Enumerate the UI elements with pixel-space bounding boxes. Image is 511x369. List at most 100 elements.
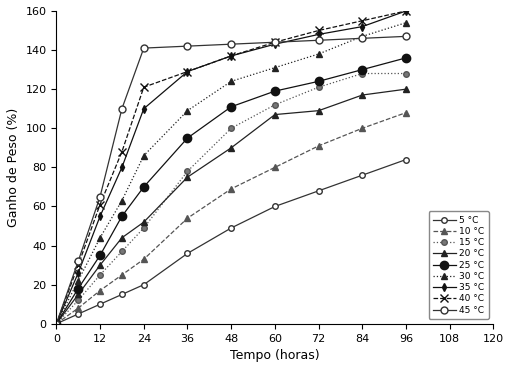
30 °C bbox=[97, 235, 103, 240]
Y-axis label: Ganho de Peso (%): Ganho de Peso (%) bbox=[7, 108, 20, 227]
5 °C bbox=[228, 226, 234, 230]
15 °C bbox=[316, 85, 322, 89]
20 °C bbox=[97, 263, 103, 267]
10 °C bbox=[119, 273, 125, 277]
Line: 30 °C: 30 °C bbox=[53, 19, 409, 327]
45 °C bbox=[359, 36, 365, 41]
40 °C bbox=[272, 40, 278, 44]
35 °C bbox=[97, 214, 103, 218]
10 °C bbox=[316, 144, 322, 148]
15 °C bbox=[119, 249, 125, 254]
45 °C bbox=[184, 44, 191, 48]
35 °C bbox=[403, 9, 409, 13]
Legend: 5 °C, 10 °C, 15 °C, 20 °C, 25 °C, 30 °C, 35 °C, 40 °C, 45 °C: 5 °C, 10 °C, 15 °C, 20 °C, 25 °C, 30 °C,… bbox=[429, 211, 489, 319]
10 °C bbox=[53, 321, 59, 326]
25 °C bbox=[316, 79, 322, 83]
15 °C bbox=[141, 226, 147, 230]
Line: 40 °C: 40 °C bbox=[52, 7, 410, 328]
40 °C bbox=[316, 28, 322, 33]
25 °C bbox=[359, 68, 365, 72]
40 °C bbox=[228, 54, 234, 58]
20 °C bbox=[272, 112, 278, 117]
30 °C bbox=[403, 20, 409, 25]
Line: 35 °C: 35 °C bbox=[54, 8, 409, 327]
40 °C bbox=[359, 18, 365, 23]
35 °C bbox=[75, 271, 81, 275]
5 °C bbox=[141, 282, 147, 287]
Line: 20 °C: 20 °C bbox=[53, 86, 409, 327]
5 °C bbox=[184, 251, 191, 256]
20 °C bbox=[141, 220, 147, 224]
15 °C bbox=[97, 273, 103, 277]
15 °C bbox=[228, 126, 234, 131]
40 °C bbox=[141, 85, 147, 89]
35 °C bbox=[119, 165, 125, 170]
25 °C bbox=[184, 136, 191, 140]
X-axis label: Tempo (horas): Tempo (horas) bbox=[230, 349, 320, 362]
45 °C bbox=[272, 40, 278, 44]
45 °C bbox=[403, 34, 409, 39]
40 °C bbox=[53, 321, 59, 326]
10 °C bbox=[184, 216, 191, 220]
30 °C bbox=[53, 321, 59, 326]
10 °C bbox=[359, 126, 365, 131]
45 °C bbox=[316, 38, 322, 42]
Line: 10 °C: 10 °C bbox=[54, 110, 409, 327]
35 °C bbox=[141, 107, 147, 111]
25 °C bbox=[141, 185, 147, 189]
45 °C bbox=[119, 107, 125, 111]
35 °C bbox=[53, 321, 59, 326]
25 °C bbox=[97, 253, 103, 258]
15 °C bbox=[184, 169, 191, 173]
15 °C bbox=[75, 298, 81, 303]
20 °C bbox=[228, 146, 234, 150]
20 °C bbox=[184, 175, 191, 179]
15 °C bbox=[272, 103, 278, 107]
Line: 45 °C: 45 °C bbox=[53, 33, 409, 327]
5 °C bbox=[119, 292, 125, 297]
5 °C bbox=[316, 189, 322, 193]
30 °C bbox=[316, 52, 322, 56]
5 °C bbox=[53, 321, 59, 326]
Line: 15 °C: 15 °C bbox=[54, 71, 409, 327]
35 °C bbox=[184, 69, 191, 74]
35 °C bbox=[359, 24, 365, 29]
45 °C bbox=[53, 321, 59, 326]
15 °C bbox=[359, 71, 365, 76]
10 °C bbox=[228, 187, 234, 191]
20 °C bbox=[75, 292, 81, 297]
5 °C bbox=[403, 157, 409, 162]
10 °C bbox=[97, 288, 103, 293]
20 °C bbox=[359, 93, 365, 97]
15 °C bbox=[53, 321, 59, 326]
30 °C bbox=[119, 199, 125, 203]
30 °C bbox=[75, 279, 81, 283]
20 °C bbox=[403, 87, 409, 92]
30 °C bbox=[272, 65, 278, 70]
40 °C bbox=[119, 149, 125, 154]
Line: 25 °C: 25 °C bbox=[52, 54, 410, 328]
40 °C bbox=[184, 69, 191, 74]
40 °C bbox=[75, 263, 81, 267]
5 °C bbox=[97, 302, 103, 306]
5 °C bbox=[359, 173, 365, 177]
25 °C bbox=[75, 286, 81, 291]
20 °C bbox=[119, 235, 125, 240]
30 °C bbox=[359, 34, 365, 39]
10 °C bbox=[272, 165, 278, 170]
25 °C bbox=[53, 321, 59, 326]
15 °C bbox=[403, 71, 409, 76]
25 °C bbox=[228, 104, 234, 109]
25 °C bbox=[403, 56, 409, 60]
20 °C bbox=[316, 108, 322, 113]
45 °C bbox=[141, 46, 147, 50]
30 °C bbox=[228, 79, 234, 83]
30 °C bbox=[184, 108, 191, 113]
10 °C bbox=[141, 257, 147, 262]
40 °C bbox=[403, 9, 409, 13]
10 °C bbox=[75, 306, 81, 310]
10 °C bbox=[403, 110, 409, 115]
30 °C bbox=[141, 154, 147, 158]
20 °C bbox=[53, 321, 59, 326]
45 °C bbox=[97, 194, 103, 199]
